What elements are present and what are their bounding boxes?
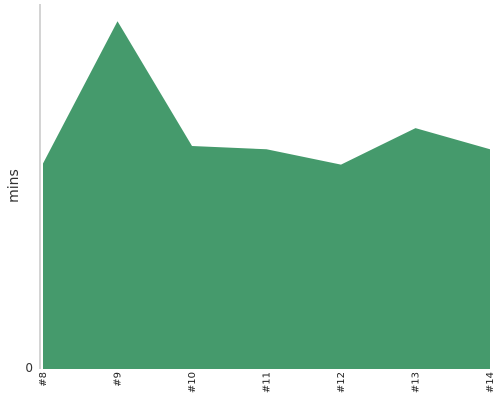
x-tick-label-0: #8 — [38, 372, 49, 387]
x-tick-label-2: #10 — [187, 372, 198, 393]
y-axis-label: mins — [6, 169, 22, 203]
x-tick-label-4: #12 — [336, 372, 347, 393]
y-tick-label-0: 0 — [25, 361, 33, 375]
plot-area — [43, 21, 490, 369]
x-tick-label-6: #14 — [485, 372, 496, 393]
x-tick-label-3: #11 — [262, 372, 273, 393]
area-series — [43, 21, 490, 369]
x-axis-ticks: #8 #9 #10 #11 #12 #13 #14 — [38, 372, 496, 393]
x-tick-label-1: #9 — [113, 372, 124, 387]
x-tick-label-5: #13 — [411, 372, 422, 393]
